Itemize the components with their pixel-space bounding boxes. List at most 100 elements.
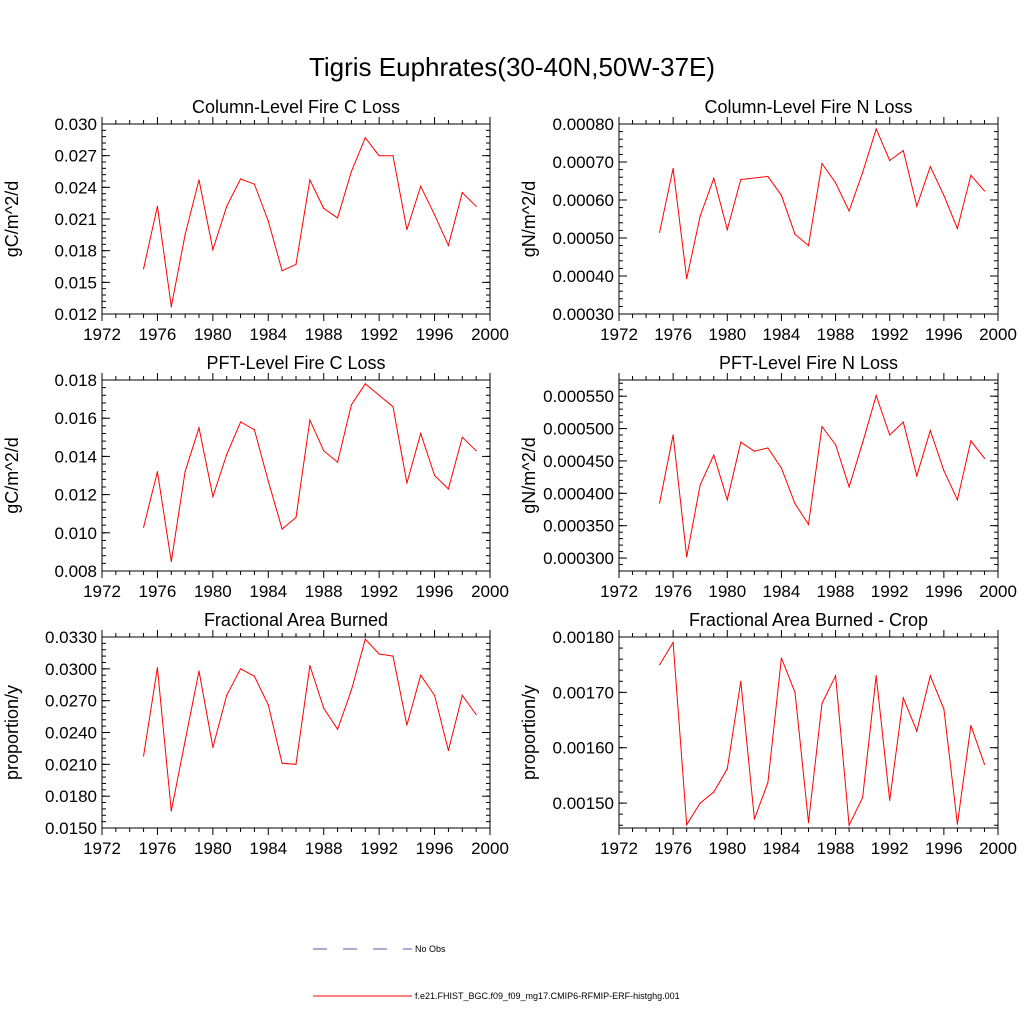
data-point [170, 810, 172, 812]
data-point [834, 182, 837, 184]
x-tick-label: 1972 [83, 582, 121, 601]
x-tick-label: 1992 [871, 839, 909, 858]
data-point [686, 556, 688, 558]
data-point [336, 728, 339, 730]
data-point [392, 655, 394, 657]
data-point [281, 762, 283, 764]
y-tick-label: 0.012 [54, 486, 97, 505]
x-tick-label: 1988 [817, 839, 855, 858]
data-point [184, 740, 186, 742]
plot-frame [101, 636, 491, 829]
x-tick-label: 1980 [708, 325, 746, 344]
legend: No Obs f.e21.FHIST_BGC.f09_f09_mg17.CMIP… [313, 944, 680, 1001]
x-tick-label: 1980 [194, 582, 232, 601]
panel-title: Fractional Area Burned - Crop [689, 610, 928, 630]
data-point [862, 796, 864, 799]
panel-title: Column-Level Fire N Loss [704, 97, 912, 117]
data-point [295, 516, 297, 519]
data-point [267, 704, 269, 706]
panel-title: PFT-Level Fire C Loss [206, 353, 385, 373]
x-tick-label: 2000 [471, 582, 509, 601]
x-tick-label: 1988 [305, 582, 343, 601]
y-axis-label: gC/m^2/d [2, 181, 22, 257]
data-point [767, 782, 769, 784]
data-point [929, 429, 931, 432]
plot-frame [618, 379, 999, 572]
data-point [983, 457, 986, 459]
data-point [212, 495, 214, 498]
panel-4: PFT-Level Fire N Loss gN/m^2/d 1972 1976 198… [519, 353, 1017, 601]
x-tick-label: 1976 [139, 839, 177, 858]
data-point [929, 165, 931, 168]
y-tick-label: 0.00150 [553, 794, 614, 813]
data-point [834, 444, 837, 446]
x-tick-label: 1996 [925, 839, 963, 858]
data-point [902, 697, 904, 699]
data-point [889, 434, 891, 436]
y-tick-label: 0.000300 [543, 549, 614, 568]
series-line [659, 640, 985, 828]
x-tick-label: 1988 [305, 325, 343, 344]
x-tick-label: 1976 [654, 839, 692, 858]
panel-2: Column-Level Fire N Loss gN/m^2/d 1972 1976… [519, 97, 1017, 344]
data-point [433, 694, 436, 696]
y-tick-label: 0.010 [54, 524, 97, 543]
data-point [943, 470, 945, 472]
y-tick-label: 0.016 [54, 409, 97, 428]
data-point [461, 694, 463, 696]
x-tick-label: 1980 [708, 582, 746, 601]
data-point [447, 749, 450, 752]
data-point [239, 668, 242, 670]
x-tick-label: 2000 [471, 839, 509, 858]
data-point [198, 427, 200, 429]
data-point [239, 421, 242, 423]
y-axis-label: proportion/y [519, 685, 539, 780]
data-point [198, 670, 200, 672]
data-point [378, 155, 380, 157]
data-point [916, 205, 918, 207]
data-point [239, 178, 242, 180]
plot-frame [101, 379, 491, 572]
y-tick-label: 0.000400 [543, 484, 614, 503]
data-point [475, 713, 477, 716]
data-point [392, 155, 394, 157]
x-tick-label: 1984 [249, 582, 287, 601]
y-tick-label: 0.0210 [45, 755, 97, 774]
x-tick-label: 1992 [360, 582, 398, 601]
data-point [184, 234, 186, 236]
data-point [295, 263, 297, 265]
x-tick-label: 1976 [139, 325, 177, 344]
y-tick-label: 0.018 [54, 242, 97, 261]
x-tick-label: 1992 [871, 582, 909, 601]
x-tick-label: 1992 [360, 325, 398, 344]
data-point [420, 674, 422, 676]
data-point [848, 824, 850, 826]
data-point [475, 205, 477, 207]
series-line [659, 393, 985, 557]
data-point [740, 178, 742, 181]
data-point [956, 823, 958, 825]
data-point [672, 167, 674, 170]
data-point [740, 441, 742, 443]
data-point [767, 447, 769, 449]
data-point [794, 691, 796, 693]
data-point [253, 183, 256, 185]
data-point [170, 560, 172, 563]
x-tick-label: 1996 [925, 582, 963, 601]
data-point [659, 502, 661, 504]
data-point [659, 664, 661, 666]
plot-frame [101, 123, 491, 315]
data-point [699, 484, 701, 486]
x-tick-label: 1972 [600, 839, 638, 858]
data-point [686, 824, 688, 826]
data-point [862, 172, 864, 174]
data-point [156, 205, 159, 207]
y-tick-label: 0.008 [54, 562, 97, 581]
x-tick-label: 1988 [817, 582, 855, 601]
x-tick-label: 1980 [194, 839, 232, 858]
x-tick-label: 1972 [600, 582, 638, 601]
x-tick-label: 1972 [83, 839, 121, 858]
x-tick-label: 1976 [654, 325, 692, 344]
y-tick-label: 0.0180 [45, 787, 97, 806]
data-point [184, 471, 186, 473]
